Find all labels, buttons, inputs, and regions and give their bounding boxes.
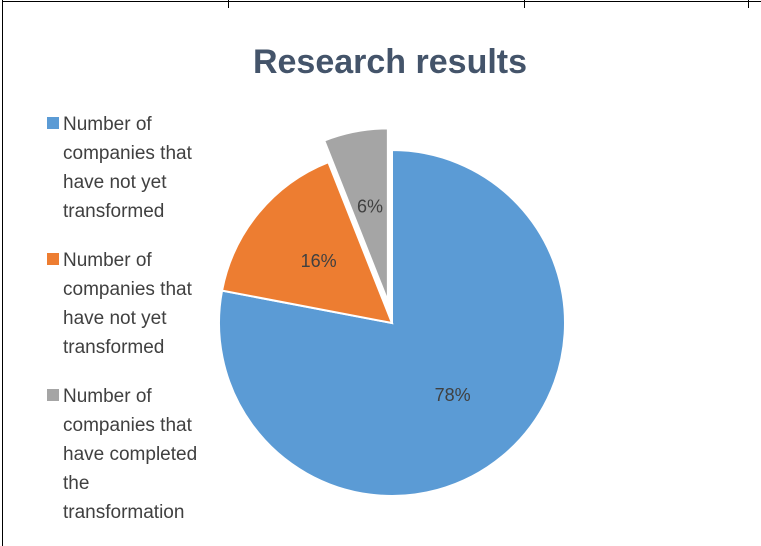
legend-label: Number of companies that have not yet tr… xyxy=(63,250,192,358)
legend-entry: Number of companies that have not yet tr… xyxy=(45,246,213,362)
legend-label: Number of companies that have not yet tr… xyxy=(63,114,192,222)
pie-slice xyxy=(220,160,394,325)
legend-entry: Number of companies that have not yet tr… xyxy=(45,110,213,226)
data-label: 16% xyxy=(301,251,337,271)
chart-title: Research results xyxy=(253,43,527,81)
data-label: 6% xyxy=(357,197,383,217)
legend-swatch xyxy=(47,117,59,129)
legend-label: Number of companies that have completed … xyxy=(63,386,198,523)
pie-slice xyxy=(322,127,389,302)
legend-swatch xyxy=(47,389,59,401)
legend-swatch xyxy=(47,253,59,265)
data-label: 78% xyxy=(435,385,471,405)
legend: Number of companies that have not yet tr… xyxy=(45,110,213,527)
legend-entry: Number of companies that have completed … xyxy=(45,382,213,527)
